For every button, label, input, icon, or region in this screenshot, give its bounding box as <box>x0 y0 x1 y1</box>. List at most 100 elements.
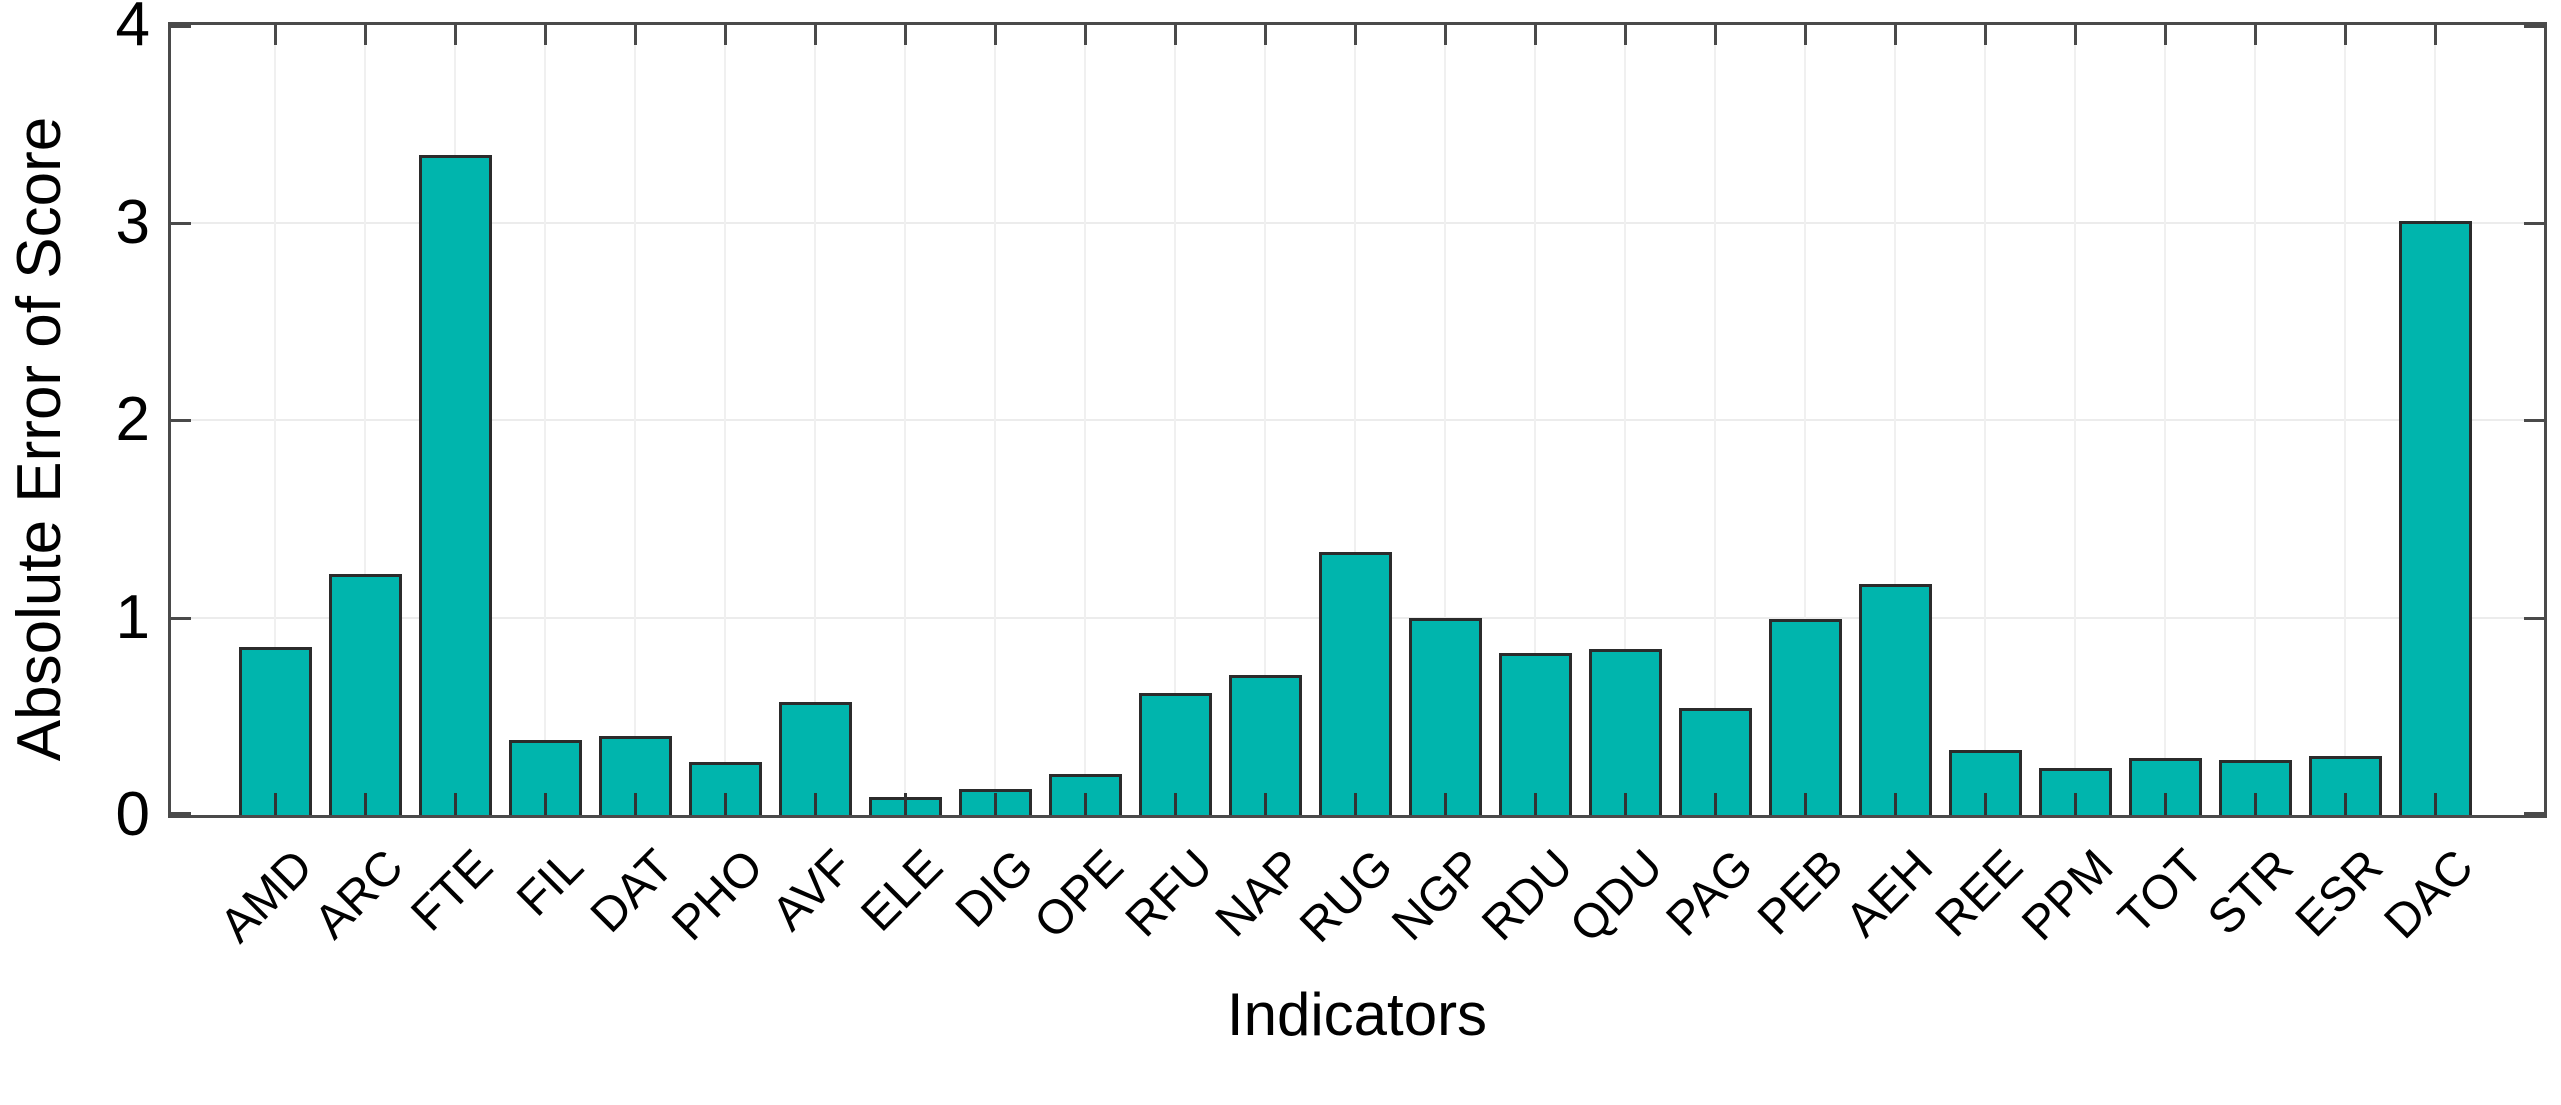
v-gridline <box>814 25 816 815</box>
y-tick-label: 2 <box>115 385 150 454</box>
v-gridline <box>634 25 636 815</box>
x-tick-mark <box>904 25 907 45</box>
x-tick-mark <box>1894 25 1897 45</box>
x-tick-mark <box>2074 793 2077 815</box>
h-gridline <box>171 419 2544 421</box>
bar-PEB <box>1768 619 1842 815</box>
v-gridline <box>1984 25 1986 815</box>
x-tick-mark <box>814 25 817 45</box>
v-gridline <box>1354 25 1356 815</box>
x-tick-mark <box>1624 25 1627 45</box>
v-gridline <box>1624 25 1626 815</box>
x-tick-mark <box>1264 793 1267 815</box>
x-tick-mark <box>1174 793 1177 815</box>
y-tick-label: 1 <box>115 582 150 652</box>
x-tick-label-PAG: PAG <box>1656 839 1764 947</box>
x-tick-mark <box>814 793 817 815</box>
x-tick-mark <box>2434 25 2437 45</box>
x-tick-label-AVF: AVF <box>762 839 864 941</box>
x-tick-label-ARC: ARC <box>304 839 414 950</box>
x-tick-mark <box>1714 25 1717 45</box>
x-tick-label-RDU: RDU <box>1472 839 1584 951</box>
bar-AEH <box>1858 583 1932 815</box>
x-tick-mark <box>544 793 547 815</box>
bar-DAT <box>598 736 672 815</box>
x-tick-mark <box>1354 25 1357 45</box>
v-gridline <box>1444 25 1446 815</box>
x-tick-label-FIL: FIL <box>506 839 594 927</box>
v-gridline <box>364 25 366 815</box>
x-tick-mark <box>2254 25 2257 45</box>
x-tick-mark <box>634 793 637 815</box>
y-tick-mark <box>2524 616 2544 620</box>
x-tick-label-DAT: DAT <box>580 839 684 943</box>
v-gridline <box>1534 25 1536 815</box>
y-tick-label: 0 <box>115 780 150 849</box>
v-gridline <box>2344 25 2346 815</box>
bar-ARC <box>328 574 402 815</box>
x-tick-label-REE: REE <box>1926 839 2034 948</box>
bar-NAP <box>1228 674 1302 815</box>
v-gridline <box>544 25 546 815</box>
x-tick-mark <box>994 793 997 815</box>
x-tick-mark <box>454 793 457 815</box>
x-tick-mark <box>2164 793 2167 815</box>
x-tick-label-PHO: PHO <box>662 839 774 951</box>
bar-RUG <box>1318 552 1392 815</box>
bar-AMD <box>238 647 312 815</box>
x-tick-label-OPE: OPE <box>1024 839 1134 950</box>
x-tick-mark <box>1444 25 1447 45</box>
x-tick-mark <box>1804 25 1807 45</box>
x-tick-label-TOT: TOT <box>2108 839 2214 945</box>
x-tick-mark <box>2254 793 2257 815</box>
x-tick-label-NGP: NGP <box>1382 839 1494 951</box>
v-gridline <box>274 25 276 815</box>
x-tick-mark <box>1084 793 1087 815</box>
x-tick-mark <box>1084 25 1087 45</box>
x-tick-label-QDU: QDU <box>1560 839 1674 953</box>
x-tick-mark <box>904 793 907 815</box>
y-tick-label: 3 <box>115 187 150 257</box>
x-tick-mark <box>1804 793 1807 815</box>
y-tick-mark <box>171 616 191 620</box>
y-tick-mark <box>171 419 191 422</box>
x-axis-label: Indicators <box>1226 981 1488 1048</box>
x-tick-mark <box>274 25 277 45</box>
plot-area <box>168 22 2547 818</box>
x-tick-label-PPM: PPM <box>2012 839 2124 951</box>
x-tick-label-FTE: FTE <box>401 839 504 942</box>
y-tick-mark <box>2524 419 2544 422</box>
x-tick-mark <box>1444 793 1447 815</box>
x-tick-mark <box>2164 25 2167 45</box>
y-tick-label: 4 <box>115 0 150 59</box>
y-tick-mark <box>2524 221 2544 225</box>
x-tick-mark <box>2074 25 2077 45</box>
v-gridline <box>724 25 726 815</box>
x-tick-label-STR: STR <box>2197 839 2304 946</box>
h-gridline <box>171 221 2544 224</box>
x-tick-mark <box>1984 25 1987 45</box>
x-tick-mark <box>2344 793 2347 815</box>
x-tick-mark <box>1264 25 1267 45</box>
v-gridline <box>1894 25 1896 815</box>
v-gridline <box>2074 25 2076 815</box>
x-tick-mark <box>364 793 367 815</box>
v-gridline <box>2254 25 2256 815</box>
bar-NGP <box>1408 617 1482 815</box>
y-tick-mark <box>171 812 191 815</box>
x-tick-mark <box>544 25 547 45</box>
x-tick-mark <box>1714 793 1717 815</box>
v-gridline <box>2164 25 2166 815</box>
x-tick-mark <box>2434 793 2437 815</box>
x-tick-mark <box>2344 25 2347 45</box>
x-tick-label-ELE: ELE <box>851 839 954 942</box>
x-tick-mark <box>724 793 727 815</box>
bar-DAC <box>2398 220 2472 815</box>
x-tick-mark <box>364 25 367 45</box>
x-tick-mark <box>1534 793 1537 815</box>
y-axis-label: Absolute Error of Score <box>5 116 74 762</box>
x-tick-mark <box>1534 25 1537 45</box>
x-tick-mark <box>454 25 457 45</box>
x-tick-mark <box>634 25 637 45</box>
